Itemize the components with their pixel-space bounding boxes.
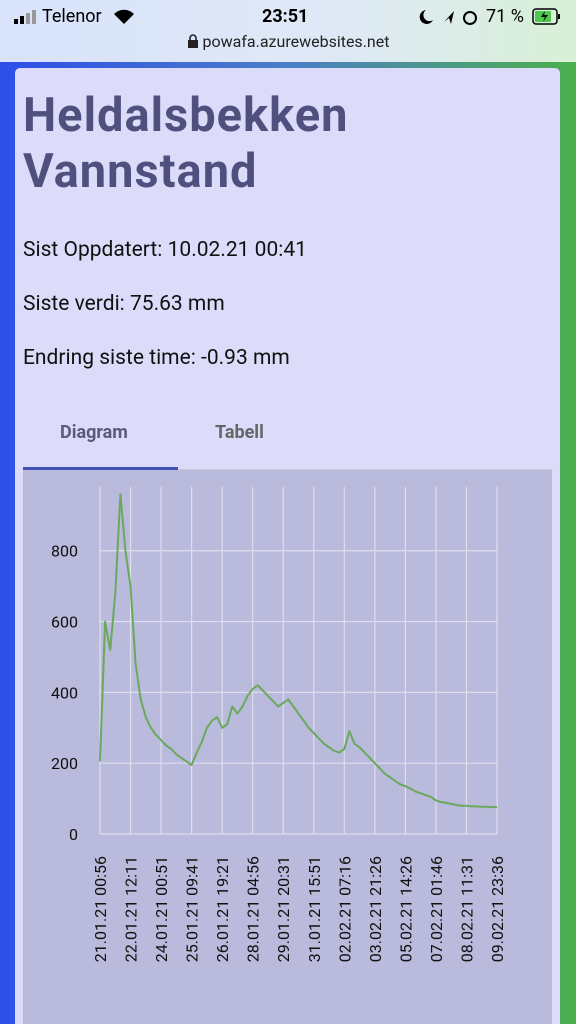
url-text: powafa.azurewebsites.net bbox=[202, 32, 390, 51]
status-icons bbox=[419, 10, 477, 25]
battery-percent: 71 % bbox=[486, 6, 524, 27]
x-tick-label: 03.02.21 21:26 bbox=[366, 856, 385, 962]
y-tick-label: 800 bbox=[51, 542, 78, 561]
page-title: Heldalsbekken Vannstand bbox=[23, 88, 349, 200]
x-tick-label: 25.01.21 09:41 bbox=[183, 856, 202, 962]
x-tick-label: 08.02.21 11:31 bbox=[457, 856, 476, 962]
clock: 23:51 bbox=[262, 6, 309, 27]
x-tick-label: 07.02.21 01:46 bbox=[427, 856, 446, 962]
y-tick-label: 400 bbox=[51, 683, 78, 702]
carrier: Telenor bbox=[42, 6, 102, 27]
x-tick-label: 22.01.21 12:11 bbox=[122, 856, 141, 962]
y-tick-label: 200 bbox=[51, 754, 78, 773]
chart: 0 200 400 600 800 21.01.21 00:56 22.01.21 12:1… bbox=[23, 470, 552, 1024]
x-tick-label: 28.01.21 04:56 bbox=[244, 856, 263, 962]
title-line: Heldalsbekken bbox=[23, 88, 349, 143]
info-change: Endring siste time: -0.93 mm bbox=[23, 346, 290, 370]
tab-divider bbox=[23, 469, 553, 470]
x-tick-label: 24.01.21 00:51 bbox=[152, 856, 171, 962]
x-tick-label: 26.01.21 19:21 bbox=[213, 856, 232, 962]
battery-icon bbox=[532, 8, 560, 25]
title-line: Vannstand bbox=[23, 144, 258, 199]
browser-top-bar: Telenor 23:51 71 % powafa.azurewebsites.… bbox=[0, 0, 576, 62]
x-tick-label: 05.02.21 14:26 bbox=[396, 856, 415, 962]
x-tick-label: 09.02.21 23:36 bbox=[488, 856, 507, 962]
tab[interactable]: Diagram bbox=[60, 422, 128, 443]
x-tick-label: 02.02.21 07:16 bbox=[335, 856, 354, 962]
x-tick-label: 29.01.21 20:31 bbox=[274, 856, 293, 962]
x-tick-label: 21.01.21 00:56 bbox=[91, 856, 110, 962]
info-updated: Sist Oppdatert: 10.02.21 00:41 bbox=[23, 238, 307, 262]
tab[interactable]: Tabell bbox=[215, 422, 264, 443]
url-bar[interactable]: powafa.azurewebsites.net bbox=[0, 32, 576, 51]
x-tick-label: 31.01.21 15:51 bbox=[305, 856, 324, 962]
y-tick-label: 600 bbox=[51, 613, 78, 632]
y-tick-label: 0 bbox=[69, 825, 78, 844]
signal-icon bbox=[14, 10, 36, 24]
tab-indicator bbox=[23, 467, 178, 470]
data-line bbox=[99, 493, 497, 809]
wifi-icon bbox=[114, 9, 134, 24]
chart-background bbox=[23, 470, 552, 1024]
info-last-value: Siste verdi: 75.63 mm bbox=[23, 292, 225, 316]
lock-icon bbox=[187, 34, 198, 48]
